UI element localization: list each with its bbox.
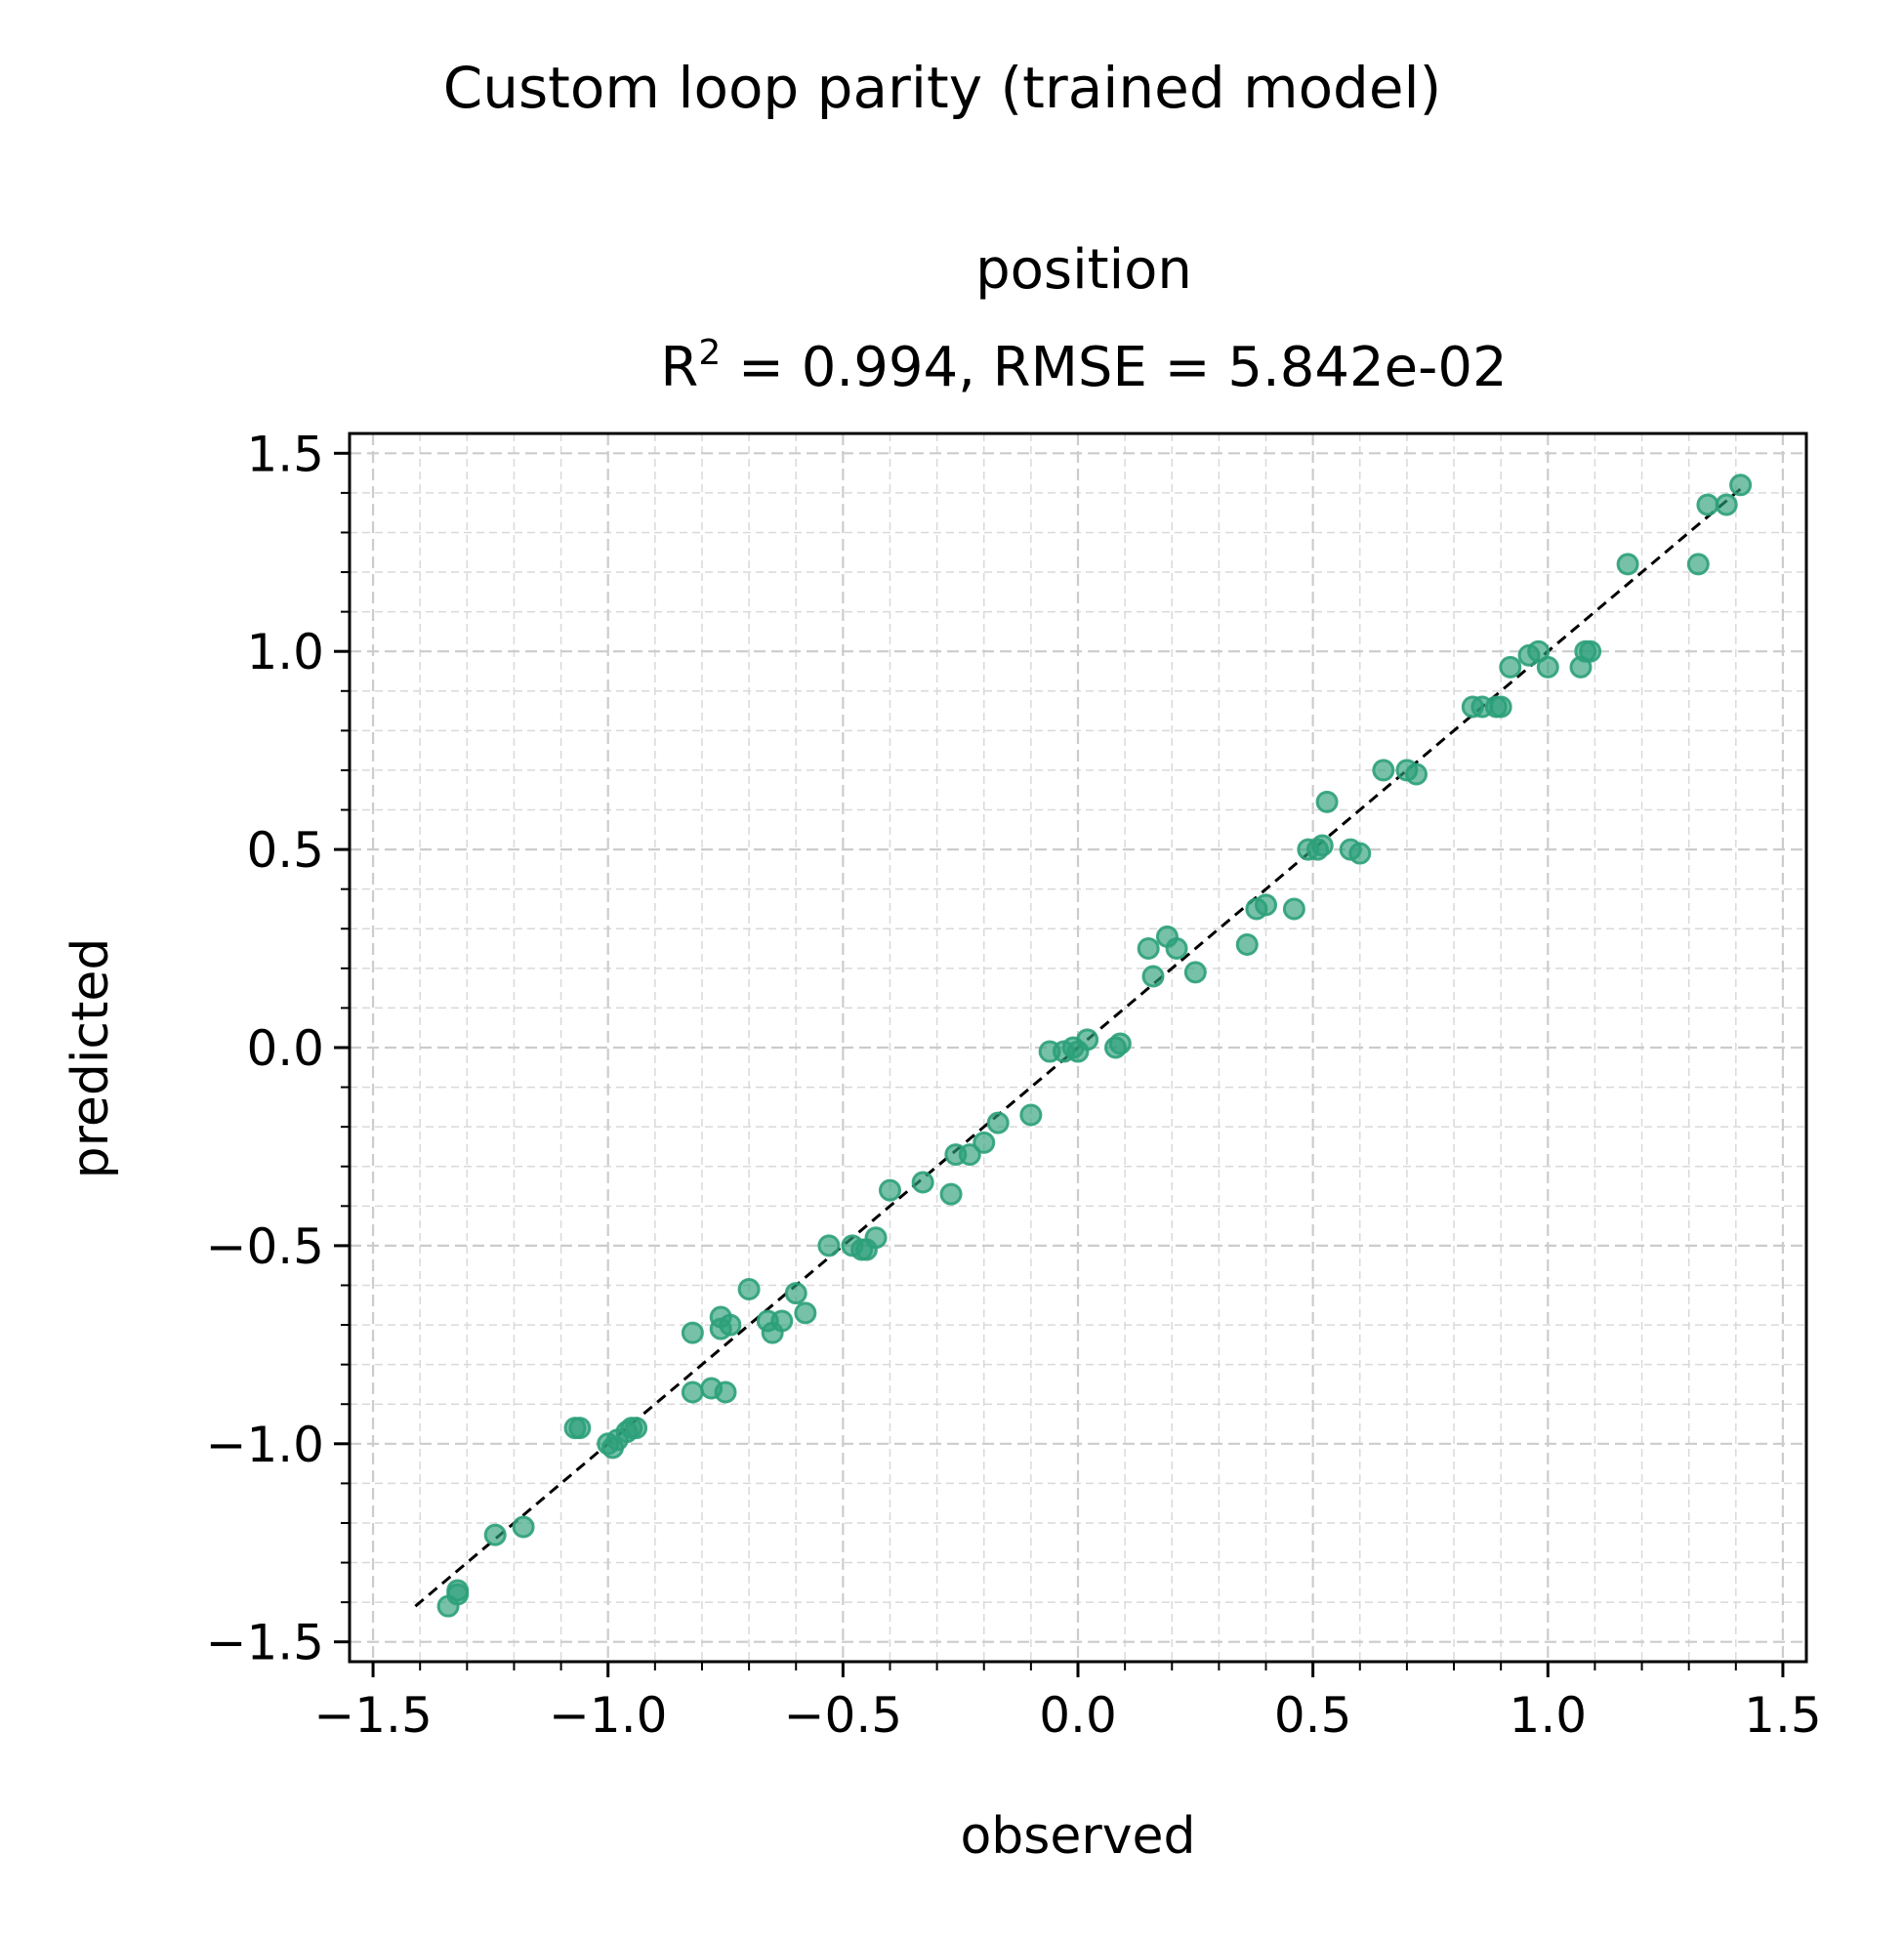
axes-title-line1: position [975,238,1192,302]
scatter-point [864,1226,888,1250]
scatter-point [1235,932,1259,956]
scatter-point [1372,759,1395,782]
scatter-point [911,1171,934,1194]
scatter-point [1686,553,1710,576]
x-tick-label: 1.0 [1510,1687,1588,1744]
x-tick-label: 0.5 [1274,1687,1352,1744]
scatter-point [1137,937,1160,961]
x-tick-labels: −1.5 −1.0 −0.5 0.0 0.5 1.0 1.5 [313,1687,1821,1744]
scatter-point [878,1178,901,1202]
scatter-point [986,1111,1010,1134]
scatter-point [737,1278,761,1301]
y-tick-label: −0.5 [206,1218,324,1275]
scatter-points [436,474,1753,1618]
figure-suptitle: Custom loop parity (trained model) [443,55,1442,121]
y-axis-label: predicted [62,938,120,1179]
x-tick-label: 0.0 [1039,1687,1117,1744]
scatter-point [512,1515,535,1539]
scatter-point [1315,790,1339,813]
scatter-point [1255,893,1278,917]
scatter-point [1536,655,1559,679]
y-tick-label: −1.0 [206,1417,324,1473]
scatter-point [1696,493,1719,516]
x-tick-label: −1.5 [313,1687,432,1744]
scatter-point [1282,897,1305,921]
scatter-point [1076,1028,1099,1051]
axis-ticks [334,451,1785,1677]
scatter-point [1489,695,1512,719]
scatter-point [1579,639,1602,663]
y-tick-label: −1.5 [206,1615,324,1671]
major-gridlines [350,433,1806,1662]
scatter-point [770,1309,794,1333]
scatter-point [681,1381,704,1404]
y-tick-label: 1.0 [246,624,324,680]
y-tick-labels: −1.5 −1.0 −0.5 0.0 0.5 1.0 1.5 [206,426,324,1670]
x-tick-label: −1.0 [549,1687,667,1744]
y-tick-label: 0.0 [246,1020,324,1077]
scatter-point [939,1182,963,1206]
title-r-symbol: R [660,336,698,399]
y-tick-label: 1.5 [246,426,324,482]
scatter-point [1165,937,1188,961]
x-tick-label: 1.5 [1744,1687,1822,1744]
x-axis-label: observed [960,1807,1195,1866]
scatter-point [1183,961,1207,984]
axes-title-line2: R2 = 0.994, RMSE = 5.842e-02 [660,333,1507,399]
scatter-point [1499,655,1522,679]
scatter-point [1019,1103,1043,1127]
scatter-point [446,1583,470,1606]
scatter-point [784,1282,807,1305]
scatter-point [1715,493,1738,516]
scatter-point [1348,842,1372,865]
scatter-point [1729,474,1753,497]
scatter-point [483,1523,507,1546]
scatter-point [817,1234,841,1257]
scatter-point [714,1381,737,1404]
scatter-point [1141,965,1165,988]
scatter-point [1405,762,1428,786]
scatter-point [681,1321,704,1344]
scatter-point [625,1417,648,1440]
scatter-point [1310,834,1334,857]
title-metrics: = 0.994, RMSE = 5.842e-02 [721,336,1507,399]
scatter-point [973,1131,996,1154]
scatter-point [1108,1032,1132,1055]
scatter-point [719,1313,742,1337]
title-r-superscript: 2 [698,333,721,373]
y-tick-label: 0.5 [246,822,324,879]
scatter-point [794,1301,817,1325]
scatter-point [958,1143,981,1167]
x-tick-label: −0.5 [784,1687,902,1744]
scatter-point [1616,553,1639,576]
scatter-point [568,1417,592,1440]
